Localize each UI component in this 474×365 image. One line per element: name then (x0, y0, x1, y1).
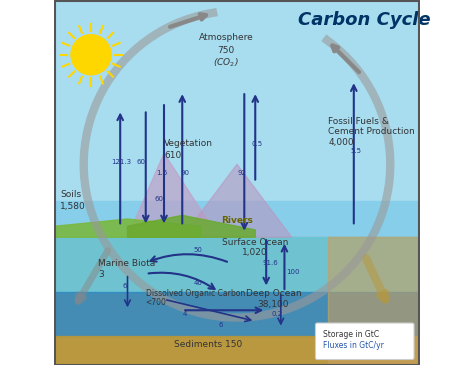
Polygon shape (182, 164, 292, 237)
Polygon shape (55, 292, 419, 336)
Polygon shape (55, 237, 419, 365)
Text: 1.6: 1.6 (157, 170, 168, 176)
Text: Fossil Fuels &: Fossil Fuels & (328, 117, 389, 126)
Text: Vegetation: Vegetation (164, 139, 213, 148)
Text: Fluxes in GtC/yr: Fluxes in GtC/yr (323, 341, 383, 350)
Text: Storage in GtC: Storage in GtC (323, 330, 379, 339)
Text: 60: 60 (137, 159, 146, 165)
Text: 121.3: 121.3 (111, 159, 131, 165)
Text: 50: 50 (193, 247, 202, 253)
Text: Rivers: Rivers (221, 216, 253, 224)
Text: 1,020: 1,020 (242, 249, 268, 257)
Text: Atmosphere: Atmosphere (199, 33, 254, 42)
Text: 610: 610 (164, 151, 181, 160)
Text: Dissolved Organic Carbon: Dissolved Organic Carbon (146, 289, 245, 297)
FancyBboxPatch shape (316, 323, 414, 360)
Polygon shape (128, 215, 255, 237)
Polygon shape (328, 237, 419, 365)
Text: 6: 6 (219, 322, 223, 328)
Text: 91.6: 91.6 (263, 260, 278, 266)
Text: Carbon Cycle: Carbon Cycle (299, 11, 431, 29)
Polygon shape (55, 237, 419, 292)
Polygon shape (128, 153, 219, 237)
Text: Surface Ocean: Surface Ocean (222, 238, 289, 246)
Text: 100: 100 (286, 269, 300, 275)
Text: Soils: Soils (60, 190, 81, 199)
Text: 60: 60 (155, 196, 164, 202)
Text: 5.5: 5.5 (350, 148, 361, 154)
Text: 90: 90 (181, 170, 190, 176)
Text: ($CO_2$): ($CO_2$) (213, 57, 239, 69)
Polygon shape (55, 201, 419, 237)
Text: 3: 3 (98, 270, 104, 278)
Text: 40: 40 (193, 280, 202, 286)
Text: 6: 6 (122, 283, 127, 289)
Text: 1,580: 1,580 (60, 202, 86, 211)
Text: Marine Biota: Marine Biota (98, 260, 155, 268)
Text: Cement Production: Cement Production (328, 127, 415, 136)
Text: 4: 4 (182, 311, 187, 317)
Polygon shape (55, 0, 419, 201)
Text: 92: 92 (237, 170, 246, 176)
Text: 0.2: 0.2 (272, 311, 283, 317)
Polygon shape (55, 336, 419, 365)
Text: <700: <700 (146, 298, 167, 307)
Text: 4,000: 4,000 (328, 138, 354, 146)
Polygon shape (55, 219, 201, 237)
Text: Deep Ocean: Deep Ocean (246, 289, 301, 297)
Circle shape (71, 35, 111, 75)
Text: 750: 750 (218, 46, 235, 55)
Text: 0.5: 0.5 (252, 141, 263, 147)
Text: Sediments 150: Sediments 150 (173, 340, 242, 349)
Text: 38,100: 38,100 (258, 300, 289, 308)
